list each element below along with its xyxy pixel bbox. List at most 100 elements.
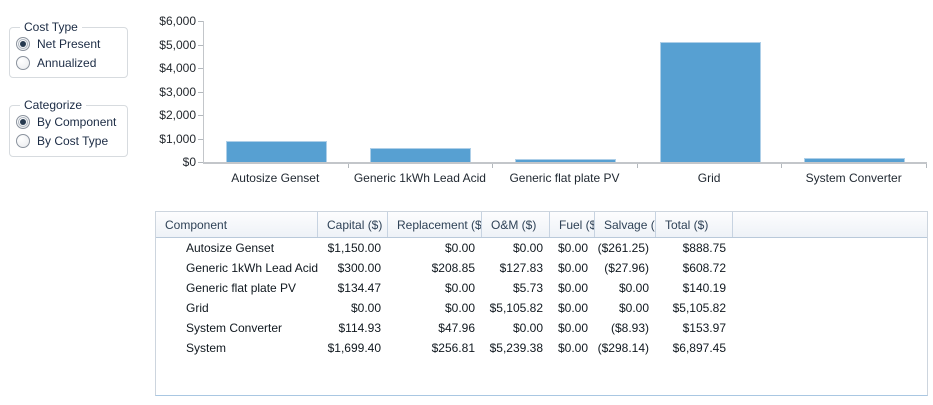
radio-by-component[interactable]: By Component [16,112,121,131]
bar-grid [659,42,761,162]
value-cell: $134.47 [337,281,381,295]
radio-by-cost-type[interactable]: By Cost Type [16,131,121,150]
radio-by-component-label: By Component [37,114,117,129]
y-tick-mark [198,115,203,116]
y-tick-label: $2,000 [159,108,196,122]
cost-bar-chart: $0 $1,000 $2,000 $3,000 $4,000 $5,000 $6,000 A… [0,0,933,200]
radio-annualized-label: Annualized [37,55,97,70]
y-tick-mark [198,162,203,163]
radio-net-present[interactable]: Net Present [16,34,121,53]
radio-button-icon [16,55,30,70]
table-row-system[interactable]: System $1,699.40 $256.81 $5,239.38 $0.00 ($29… [156,338,927,358]
x-tick-mark [492,164,494,168]
value-cell: $0.00 [350,301,381,315]
component-name-cell: System [186,341,227,355]
radio-by-cost-type-label: By Cost Type [37,133,109,148]
column-header-filler [733,212,927,237]
value-cell: $5.73 [512,281,543,295]
y-tick-label: $6,000 [159,14,196,28]
value-cell: $6,897.45 [672,341,726,355]
column-header-capital-[interactable]: Capital ($) [318,212,388,237]
y-tick-label: $4,000 [159,61,196,75]
radio-annualized[interactable]: Annualized [16,53,121,72]
value-cell: $0.00 [557,341,588,355]
value-cell: $1,699.40 [327,341,381,355]
categorize-groupbox: Categorize By Component By Cost Type [9,99,128,157]
table-body: Autosize Genset $1,150.00 $0.00 $0.00 $0.00 (… [156,238,927,358]
x-category-label: Generic flat plate PV [509,171,620,185]
value-cell: $0.00 [557,241,588,255]
value-cell: $0.00 [557,301,588,315]
categorize-group-label: Categorize [24,98,83,112]
radio-button-icon [16,133,30,148]
value-cell: ($8.93) [610,321,649,335]
table-row-autosize-genset[interactable]: Autosize Genset $1,150.00 $0.00 $0.00 $0.00 (… [156,238,927,258]
value-cell: $127.83 [499,261,543,275]
value-cell: $5,105.82 [672,301,726,315]
bar-generic-flat-plate-pv [515,158,616,162]
column-header-component[interactable]: Component [156,212,318,237]
x-category-label: System Converter [805,171,902,185]
y-tick-label: $5,000 [159,37,196,52]
component-name-cell: System Converter [186,321,283,335]
value-cell: $140.19 [682,281,726,295]
x-tick-mark [781,164,783,168]
value-cell: $0.00 [557,321,588,335]
cost-table: Component Capital ($) Replacement ($) O&M (… [155,211,928,396]
table-header-row: Component Capital ($) Replacement ($) O&M (… [156,212,927,238]
bar-system-converter [804,158,906,162]
x-tick-mark [636,164,638,168]
value-cell: $208.85 [431,261,475,275]
y-tick-mark [198,91,203,93]
y-tick-label: $3,000 [159,84,196,99]
value-cell: $888.75 [682,241,726,255]
bar-generic-1kwh-lead-acid [370,147,472,162]
y-tick-mark [198,138,203,140]
value-cell: ($261.25) [597,241,649,255]
y-tick-mark [198,68,203,69]
y-tick-label: $1,000 [159,131,196,146]
value-cell: $114.93 [338,321,382,335]
value-cell: $0.00 [512,241,543,255]
value-cell: ($27.96) [604,261,649,275]
column-header-total-[interactable]: Total ($) [656,212,733,237]
y-tick-label: $0 [182,155,196,169]
component-name-cell: Generic flat plate PV [186,281,297,295]
x-tick-mark [347,164,349,168]
value-cell: $0.00 [557,281,588,295]
column-header-fuel-[interactable]: Fuel ($) [550,212,595,237]
x-category-label: Generic 1kWh Lead Acid [353,171,486,185]
component-name-cell: Grid [186,301,209,315]
table-row-generic-1kwh-lead-acid[interactable]: Generic 1kWh Lead Acid $300.00 $208.85 $127… [156,258,927,278]
x-category-label: Autosize Genset [231,171,320,185]
value-cell: $1,150.00 [327,241,381,255]
value-cell: $0.00 [618,301,649,315]
value-cell: $608.72 [682,261,726,275]
y-tick-mark [198,44,203,46]
table-row-grid[interactable]: Grid $0.00 $0.00 $5,105.82 $0.00 $0.00 $5,105.… [156,298,927,318]
component-name-cell: Autosize Genset [186,241,275,255]
table-row-system-converter[interactable]: System Converter $114.93 $47.96 $0.00 $0.00 (… [156,318,927,338]
cost-type-groupbox: Cost Type Net Present Annualized [9,21,128,78]
value-cell: ($298.14) [597,341,649,355]
value-cell: $0.00 [444,241,475,255]
table-row-generic-flat-plate-pv[interactable]: Generic flat plate PV $134.47 $0.00 $5.73 $0… [156,278,927,298]
radio-net-present-label: Net Present [37,36,101,51]
cost-type-group-label: Cost Type [24,20,78,34]
column-header-replacement-[interactable]: Replacement ($) [388,212,482,237]
value-cell: $0.00 [444,301,475,315]
column-header-salvage-[interactable]: Salvage ($) [595,212,656,237]
column-header-o-m-[interactable]: O&M ($) [482,212,550,237]
radio-button-icon [16,114,30,129]
value-cell: $47.96 [438,321,475,335]
value-cell: $0.00 [618,281,649,295]
radio-button-icon [16,36,30,51]
chart-plot-area [203,21,927,164]
bar-autosize-genset [225,141,327,162]
x-tick-mark [926,164,927,168]
value-cell: $5,239.38 [489,341,543,355]
value-cell: $300.00 [337,261,381,275]
value-cell: $256.81 [431,341,475,355]
y-tick-mark [198,21,203,22]
value-cell: $0.00 [557,261,588,275]
